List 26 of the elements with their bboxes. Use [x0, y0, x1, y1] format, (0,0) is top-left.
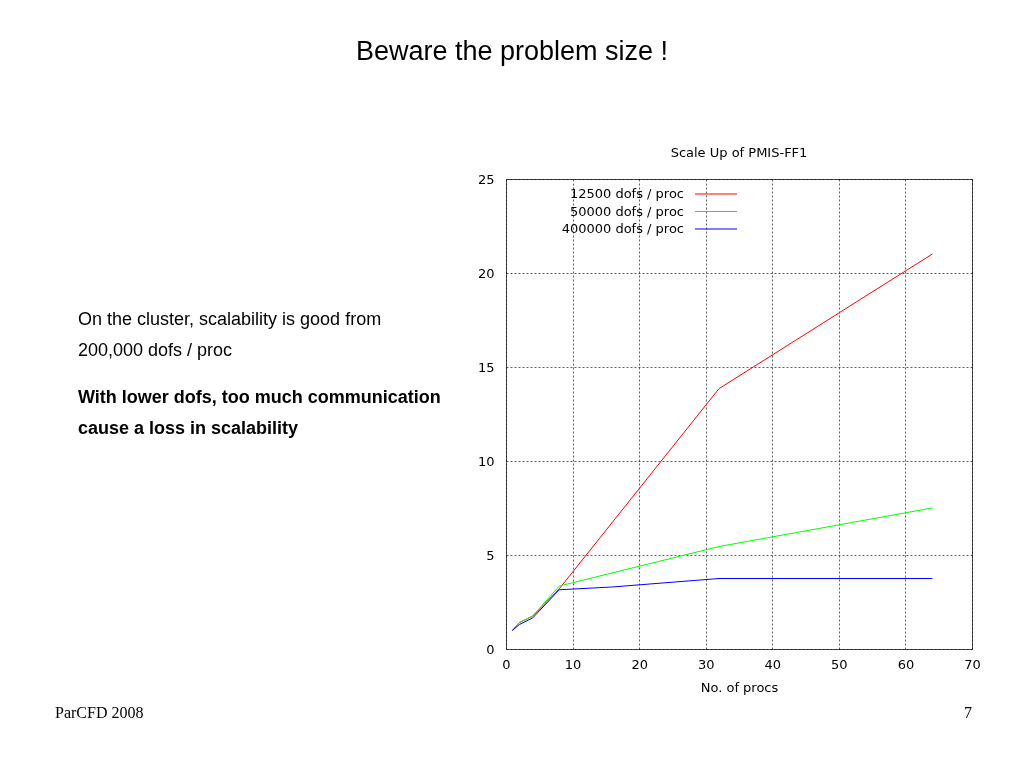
x-tick-label: 20	[631, 656, 648, 672]
y-tick-label: 25	[477, 171, 495, 187]
x-tick-label: 40	[764, 656, 782, 672]
x-tick-label: 10	[564, 656, 582, 672]
y-tick-label: 5	[486, 547, 495, 563]
text: 7	[964, 704, 972, 721]
x-tick-label: 50	[831, 656, 848, 672]
y-tick-label: 10	[477, 453, 495, 469]
x-tick-label: 70	[964, 656, 981, 672]
text: On the cluster, scalability is good from 200,000 dofs / proc	[78, 309, 382, 360]
legend-label: 12500 dofs / proc	[569, 186, 684, 201]
line-series	[512, 578, 933, 631]
text: With lower dofs, too much communication cause a loss in scalability	[78, 387, 441, 438]
x-axis-title: No. of procs	[700, 679, 779, 695]
legend-label: 50000 dofs / proc	[569, 203, 684, 219]
x-tick-label: 60	[897, 656, 915, 672]
legend-label: 400000 dofs / proc	[561, 221, 684, 236]
y-tick-label: 15	[477, 359, 495, 375]
chart-title: Beware the problem size !	[355, 36, 669, 66]
chart-subtitle: Scale Up of PMIS-FF1	[670, 145, 808, 160]
y-tick-label: 0	[486, 641, 495, 657]
line-series	[512, 507, 933, 631]
x-tick-label: 30	[697, 656, 715, 672]
x-tick-label: 0	[502, 656, 511, 672]
y-tick-label: 20	[477, 265, 495, 281]
text: ParCFD 2008	[55, 704, 144, 721]
